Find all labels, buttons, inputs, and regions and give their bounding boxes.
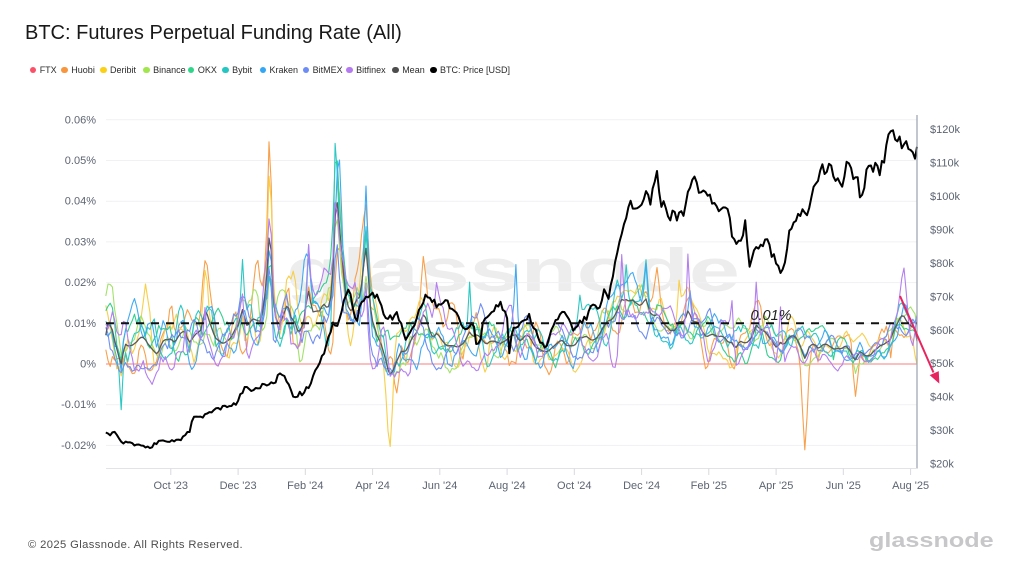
svg-text:0.06%: 0.06% [65,114,96,126]
svg-text:$20k: $20k [930,459,954,471]
svg-text:0.03%: 0.03% [65,236,96,248]
svg-text:$90k: $90k [930,225,954,237]
svg-text:Feb '24: Feb '24 [287,480,323,492]
svg-text:0.01%: 0.01% [750,308,791,324]
svg-text:0.04%: 0.04% [65,196,96,208]
svg-text:Feb '25: Feb '25 [691,480,727,492]
svg-text:$60k: $60k [930,325,954,337]
svg-text:Dec '23: Dec '23 [220,480,257,492]
svg-text:$120k: $120k [930,124,960,136]
svg-text:$110k: $110k [930,158,960,170]
svg-text:$80k: $80k [930,258,954,270]
svg-text:Oct '23: Oct '23 [154,480,189,492]
svg-text:Jun '24: Jun '24 [422,480,457,492]
svg-text:Aug '25: Aug '25 [892,480,929,492]
svg-text:Oct '24: Oct '24 [557,480,592,492]
svg-text:-0.01%: -0.01% [61,399,96,411]
svg-text:0.02%: 0.02% [65,277,96,289]
svg-text:Jun '25: Jun '25 [826,480,861,492]
svg-text:0.05%: 0.05% [65,155,96,167]
svg-text:Apr '25: Apr '25 [759,480,794,492]
svg-text:$30k: $30k [930,425,954,437]
svg-text:$50k: $50k [930,358,954,370]
svg-text:$40k: $40k [930,392,954,404]
svg-text:-0.02%: -0.02% [61,440,96,452]
svg-text:Dec '24: Dec '24 [623,480,660,492]
svg-text:0%: 0% [80,359,96,371]
svg-text:$70k: $70k [930,291,954,303]
svg-text:$100k: $100k [930,191,960,203]
svg-text:Apr '24: Apr '24 [355,480,390,492]
svg-text:Aug '24: Aug '24 [489,480,526,492]
svg-text:0.01%: 0.01% [65,318,96,330]
